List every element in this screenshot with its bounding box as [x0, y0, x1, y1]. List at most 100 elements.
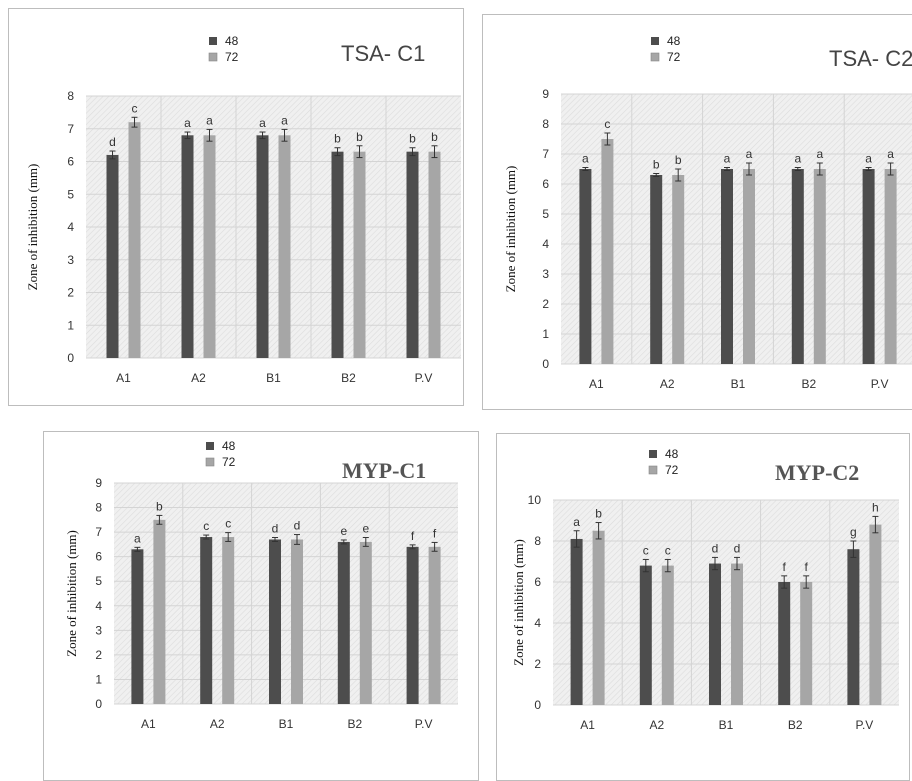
- bar-A2-48: [639, 565, 652, 705]
- error-bar: [362, 537, 369, 547]
- error-bar: [664, 558, 671, 573]
- significance-label: d: [109, 135, 116, 149]
- x-tick-label: B2: [347, 717, 362, 731]
- significance-label: c: [132, 101, 138, 115]
- legend-swatch: [206, 442, 214, 450]
- error-bar: [109, 150, 116, 160]
- error-bar: [431, 541, 438, 552]
- bar-B1-72: [291, 539, 303, 704]
- significance-label: f: [411, 529, 415, 543]
- bar-B2-72: [813, 169, 826, 364]
- error-bar: [340, 539, 347, 545]
- x-tick-label: B1: [266, 371, 281, 385]
- error-bar: [803, 575, 810, 589]
- significance-label: a: [134, 531, 141, 545]
- y-axis-label: Zone of inhibition (mm): [25, 164, 40, 291]
- chart-svg: 0 2 4 6 8 10 a b A1 c c A2 d d B1 f f B2 g h P.V Zone of inhi…: [511, 447, 899, 732]
- significance-label: a: [582, 152, 589, 166]
- bar-B2-72: [359, 541, 372, 704]
- legend-swatch: [208, 52, 218, 62]
- y-tick-label: 8: [67, 89, 74, 103]
- y-tick-label: 4: [542, 237, 549, 251]
- x-tick-label: B1: [731, 377, 746, 391]
- significance-label: c: [643, 543, 649, 557]
- bar-P.V-48: [862, 169, 875, 364]
- x-tick-label: A2: [649, 718, 664, 732]
- y-tick-label: 2: [534, 657, 541, 671]
- error-bar: [334, 147, 341, 157]
- error-bar: [642, 558, 649, 573]
- error-bar: [816, 162, 823, 176]
- significance-label: a: [865, 152, 872, 166]
- y-tick-label: 2: [67, 286, 74, 300]
- y-tick-label: 4: [95, 599, 102, 613]
- y-tick-label: 4: [534, 616, 541, 630]
- y-tick-label: 3: [542, 267, 549, 281]
- significance-label: b: [334, 132, 341, 146]
- legend-label: 72: [225, 50, 239, 64]
- y-tick-label: 8: [534, 534, 541, 548]
- x-tick-label: A1: [589, 377, 604, 391]
- bar-A1-72: [592, 530, 605, 705]
- y-tick-label: 6: [542, 177, 549, 191]
- significance-label: a: [206, 113, 213, 127]
- significance-label: b: [356, 130, 363, 144]
- plot-area: [553, 500, 899, 705]
- significance-label: b: [653, 158, 660, 172]
- error-bar: [887, 162, 894, 176]
- bar-P.V-72: [869, 524, 882, 705]
- error-bar: [675, 168, 682, 182]
- error-bar: [781, 575, 788, 589]
- bar-A2-72: [672, 175, 685, 364]
- y-tick-label: 7: [95, 525, 102, 539]
- y-tick-label: 0: [534, 698, 541, 712]
- bar-A1-48: [131, 549, 144, 704]
- error-bar: [356, 145, 363, 159]
- x-tick-label: P.V: [871, 377, 889, 391]
- bar-P.V-48: [847, 549, 860, 705]
- error-bar: [134, 546, 141, 552]
- y-tick-label: 5: [95, 574, 102, 588]
- bar-A2-48: [181, 135, 194, 358]
- bar-A1-72: [153, 519, 166, 704]
- error-bar: [409, 147, 416, 157]
- bar-B1-72: [743, 169, 755, 364]
- plot-area: [114, 483, 458, 704]
- chart-svg: 0 1 2 3 4 5 6 7 8 d c A1 a a A2 a a B1 b b B2 b b P.V Zone of in…: [25, 34, 461, 385]
- y-tick-label: 5: [542, 207, 549, 221]
- significance-label: a: [794, 152, 801, 166]
- y-axis-label: Zone of inhibition (mm): [64, 530, 79, 657]
- y-tick-label: 10: [528, 493, 542, 507]
- bar-P.V-72: [428, 151, 441, 358]
- bar-B2-48: [337, 541, 350, 704]
- x-tick-label: A2: [191, 371, 206, 385]
- x-tick-label: P.V: [856, 718, 874, 732]
- significance-label: e: [362, 522, 369, 536]
- x-tick-label: A1: [580, 718, 595, 732]
- significance-label: a: [746, 147, 753, 161]
- error-bar: [272, 537, 278, 542]
- bar-A1-72: [601, 139, 614, 364]
- significance-label: c: [604, 117, 610, 131]
- error-bar: [604, 132, 611, 146]
- error-bar: [431, 145, 438, 159]
- y-tick-label: 3: [67, 253, 74, 267]
- error-bar: [259, 131, 266, 140]
- bar-A2-48: [650, 175, 663, 364]
- y-tick-label: 9: [95, 476, 102, 490]
- y-tick-label: 7: [542, 147, 549, 161]
- chart-svg: 0 1 2 3 4 5 6 7 8 9 a c A1 b b A2 a a B1 a a B2 a a P.V Zone of i…: [503, 34, 912, 391]
- legend-label: 48: [665, 447, 679, 461]
- significance-label: b: [156, 499, 163, 513]
- x-tick-label: P.V: [415, 371, 433, 385]
- significance-label: d: [272, 522, 279, 536]
- chart-panel-myp-c2: 0 2 4 6 8 10 a b A1 c c A2 d d B1 f f B2 g h P.V Zone of inhi…: [496, 433, 910, 781]
- y-axis-label: Zone of inhibition (mm): [503, 166, 518, 293]
- significance-label: a: [259, 116, 266, 130]
- y-tick-label: 0: [67, 351, 74, 365]
- significance-label: b: [675, 153, 682, 167]
- bar-A2-72: [222, 537, 235, 704]
- y-tick-label: 8: [95, 501, 102, 515]
- chart-title: TSA- C1: [341, 41, 425, 66]
